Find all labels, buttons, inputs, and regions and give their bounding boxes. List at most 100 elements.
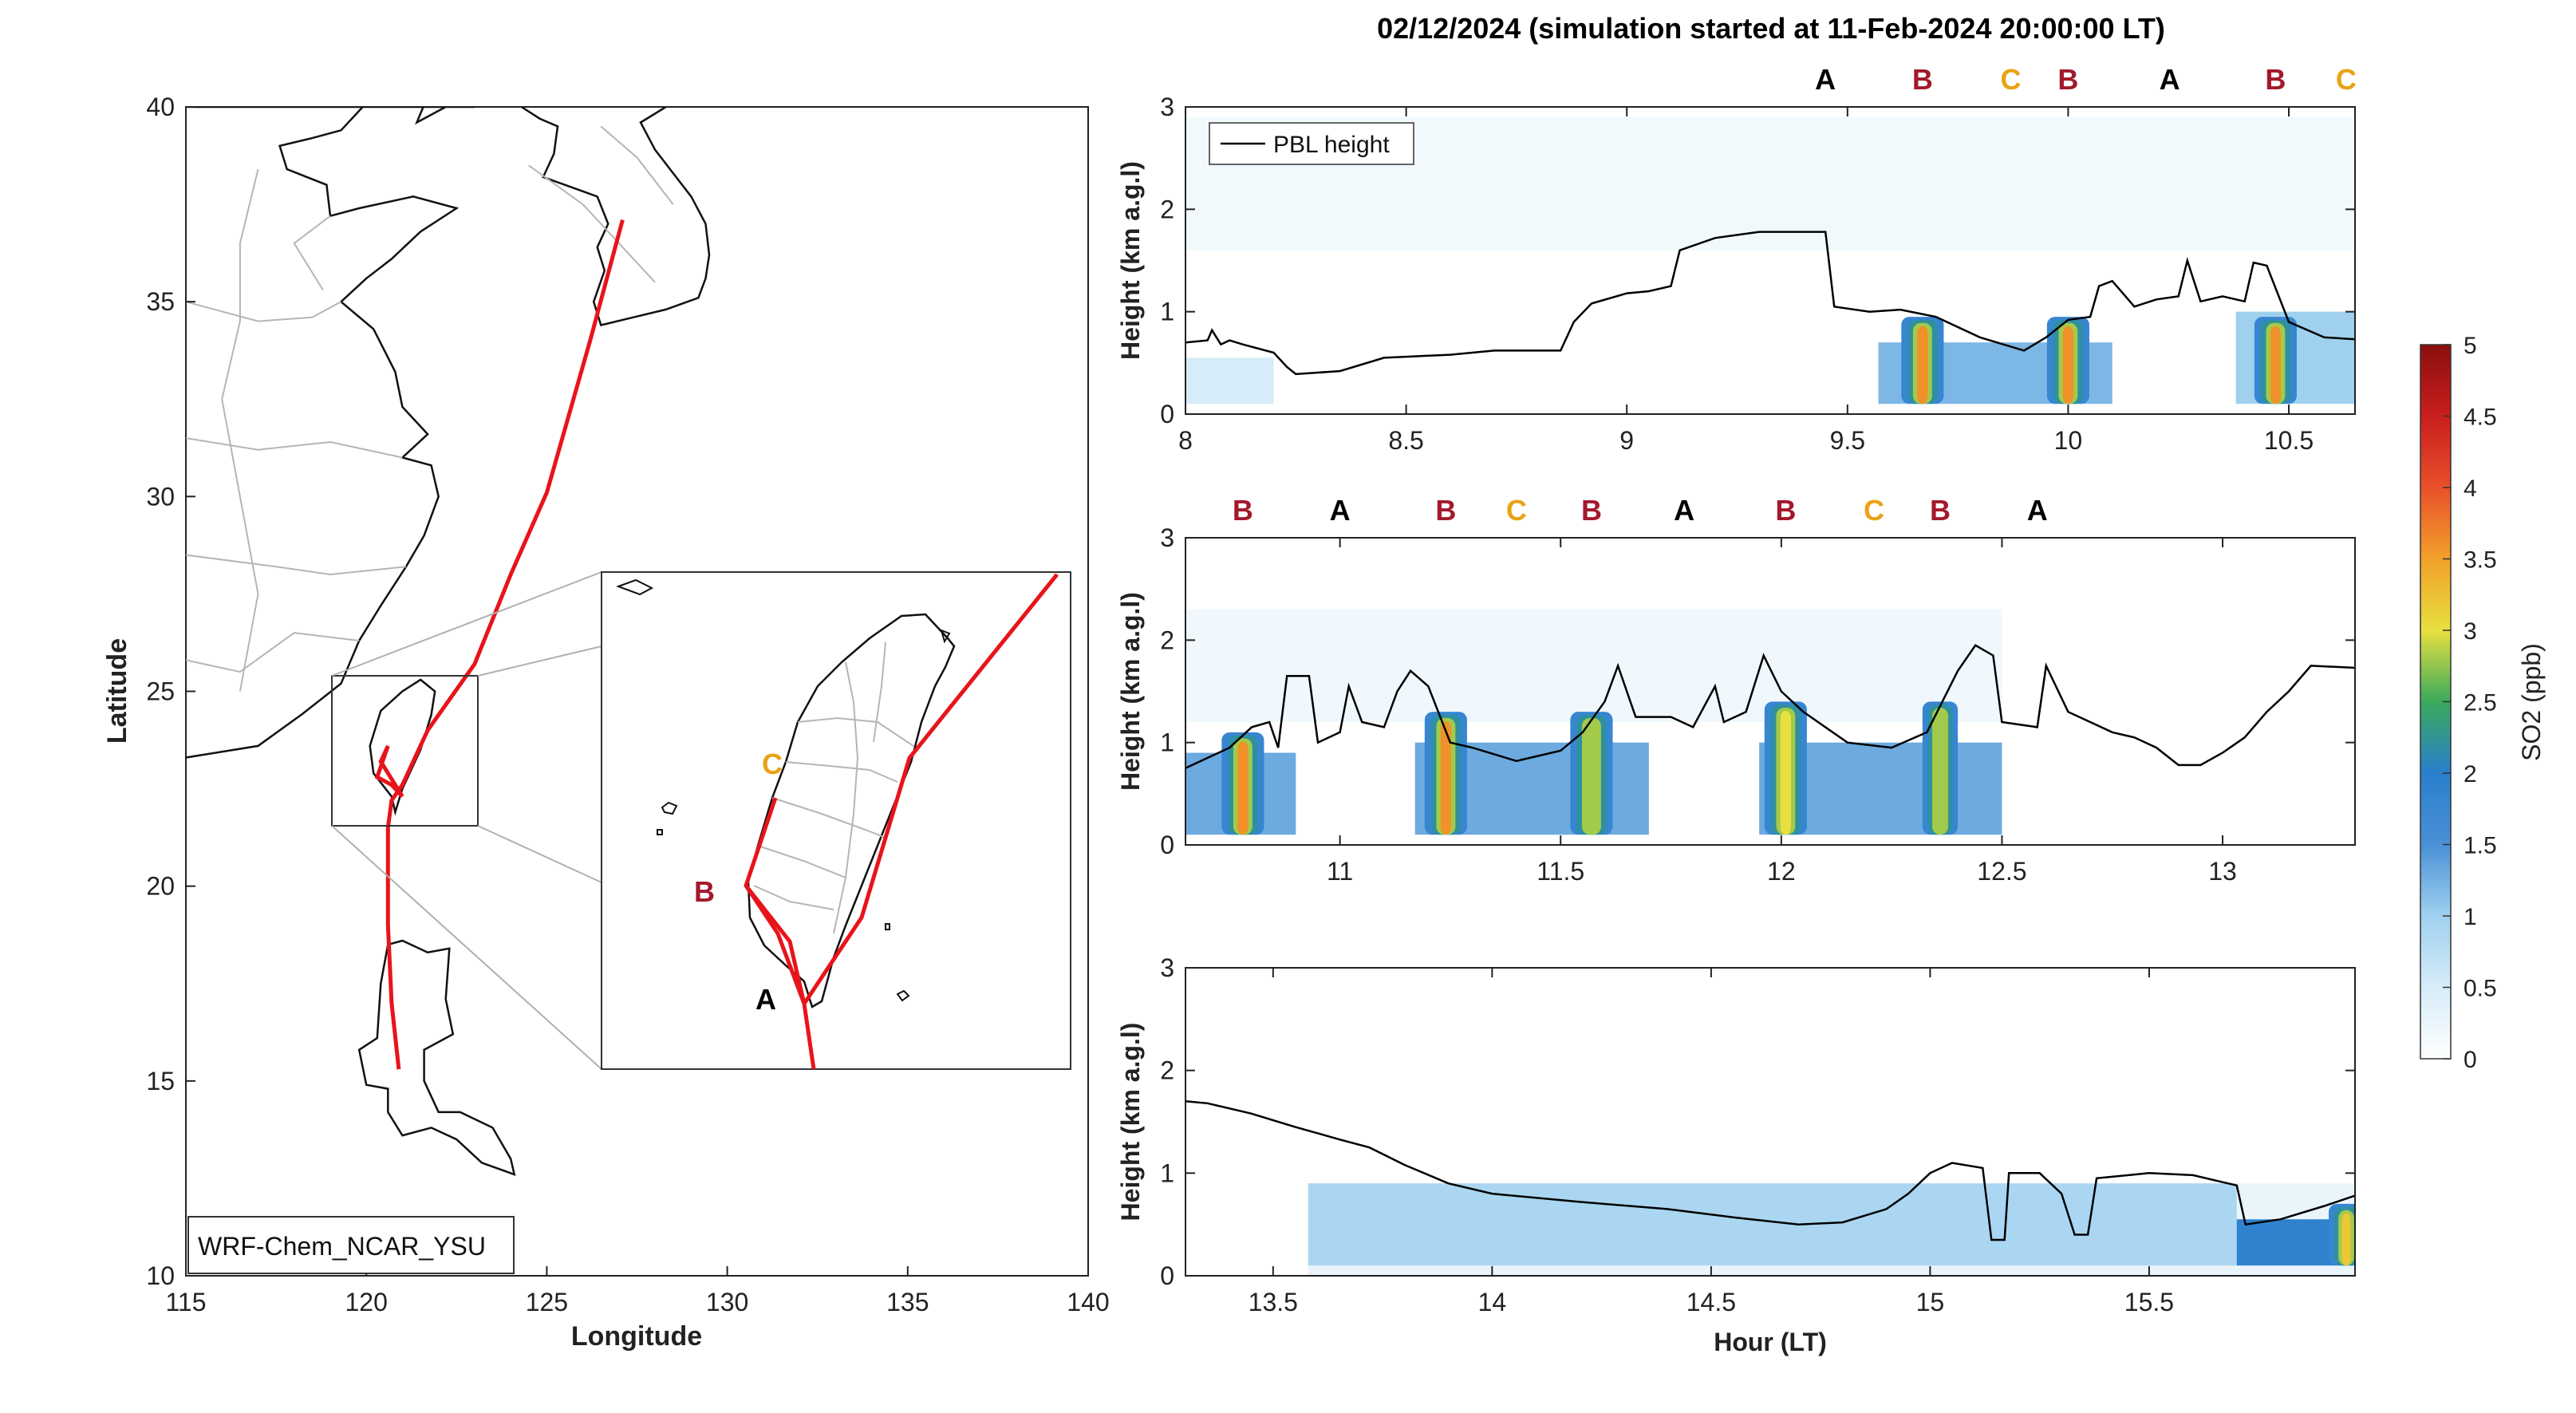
province-border [528,164,656,283]
site-label-a: A [1815,63,1836,96]
site-label-a: A [2027,494,2048,527]
map-y-tick-label: 20 [146,872,175,901]
y-tick-label: 2 [1160,1056,1174,1085]
taiwan-coastline [369,678,436,816]
map-y-tick-label: 25 [146,677,175,706]
map-x-tick-label: 125 [526,1288,568,1316]
map-x-tick-label: 130 [706,1288,748,1316]
map-x-ticks: 115 120 125 130 135 140 [165,1266,1110,1316]
luzon-coastline [357,939,516,1176]
plot-frame [1185,537,2356,846]
map-coastline [186,107,711,1176]
so2-plume-core [1935,710,1945,835]
y-axis-label: Height (km a.g.l) [1116,592,1145,791]
site-label-a: A [2160,63,2180,96]
x-tick-label: 8.5 [1388,426,1423,455]
map-xlabel: Longitude [571,1321,702,1352]
inset-site-label-c: C [762,748,783,780]
colorbar-tick-label: 2 [2464,761,2477,787]
map-y-tick-label: 10 [146,1261,175,1290]
so2-haze [1185,609,2002,722]
inset-islands [616,578,951,1002]
y-tick-label: 1 [1160,728,1174,757]
map-y-tick-label: 30 [146,482,175,511]
site-label-b: B [1435,494,1456,527]
so2-plume-core [1586,720,1597,835]
colorbar: 0 0.5 1 1.5 2 2.5 3 3.5 4 4.5 5 SO2 (ppb) [2420,333,2546,1073]
zoom-connector-line [331,825,602,1070]
zoom-region-box [331,675,479,827]
so2-plume-core [1917,326,1928,405]
y-tick-label: 2 [1160,195,1174,223]
x-tick-label: 10.5 [2264,426,2314,455]
colorbar-tick-label: 1 [2464,904,2477,930]
province-border [221,168,259,692]
site-label-b: B [1233,494,1253,527]
legend-label: PBL height [1273,132,1390,158]
province-border [186,301,341,322]
site-label-a: A [1674,494,1694,527]
inset-flight-line [744,884,807,1004]
so2-plume-core [1440,720,1452,835]
province-border [186,554,407,576]
so2-plume-core [2062,326,2074,405]
x-tick-label: 15 [1916,1288,1945,1316]
colorbar-label: SO2 (ppb) [2517,643,2546,761]
inset-site-label-a: A [755,983,776,1016]
figure-title: 02/12/2024 (simulation started at 11-Feb… [1377,12,2165,45]
china-coastline [186,107,475,759]
map-x-tick-label: 135 [886,1288,929,1316]
site-label-b: B [2057,63,2078,96]
map-y-tick-label: 35 [146,287,175,316]
colorbar-tick-label: 2.5 [2464,690,2497,716]
model-label-box [187,1216,515,1274]
colorbar-tick-label: 1.5 [2464,833,2497,859]
colorbar-tick-label: 5 [2464,333,2477,359]
site-label-c: C [1506,494,1527,527]
x-axis-label: Hour (LT) [1714,1328,1827,1356]
y-tick-label: 1 [1160,298,1174,326]
pbl-height-line [1185,1100,2355,1241]
so2-plume-core [2270,326,2282,405]
y-tick-label: 3 [1160,523,1174,552]
province-border [293,215,331,291]
taiwan-inset: C B A [601,571,1071,1070]
site-label-c: C [1864,494,1884,527]
province-border [186,437,403,459]
colorbar-tick-label: 3 [2464,618,2477,645]
so2-background-cell [1308,1183,2237,1266]
site-label-c: C [2000,63,2021,96]
colorbar-ticks: 0 0.5 1 1.5 2 2.5 3 3.5 4 4.5 5 [2443,333,2497,1073]
panel-bottom: 13.5 14 14.5 15 15.5 0 1 2 3 Height (km a.g.l) Hou… [1116,953,2356,1356]
site-label-c: C [2336,63,2357,96]
map-ylabel: Latitude [102,638,132,744]
y-tick-label: 2 [1160,626,1174,654]
y-tick-label: 0 [1160,831,1174,859]
so2-background-cell [1185,357,1274,405]
zoom-connector-line [477,825,602,883]
province-border [186,632,360,673]
site-label-b: B [1581,494,1602,527]
map-x-tick-label: 120 [345,1288,388,1316]
x-tick-label: 13.5 [1249,1288,1298,1316]
map-x-tick-label: 140 [1067,1288,1109,1316]
y-tick-label: 0 [1160,400,1174,428]
y-tick-label: 3 [1160,93,1174,121]
x-tick-label: 10 [2054,426,2083,455]
x-tick-label: 14.5 [1686,1288,1736,1316]
y-tick-label: 1 [1160,1158,1174,1187]
so2-plume-core [1237,741,1249,835]
panel-top: 8 8.5 9 9.5 10 10.5 0 1 2 3 Height (km a.g.l) A B C B A… [1116,63,2357,455]
x-tick-label: 11 [1327,857,1353,886]
site-label-b: B [1775,494,1796,527]
x-tick-label: 14 [1478,1288,1507,1316]
pbl-height-line [1185,231,2355,376]
inset-admin-borders [753,641,914,934]
inset-flight-line [802,573,1059,1069]
site-label-b: B [2265,63,2286,96]
map-y-tick-label: 15 [146,1067,175,1095]
colorbar-tick-label: 4 [2464,476,2477,502]
model-label: WRF-Chem_NCAR_YSU [198,1232,486,1261]
